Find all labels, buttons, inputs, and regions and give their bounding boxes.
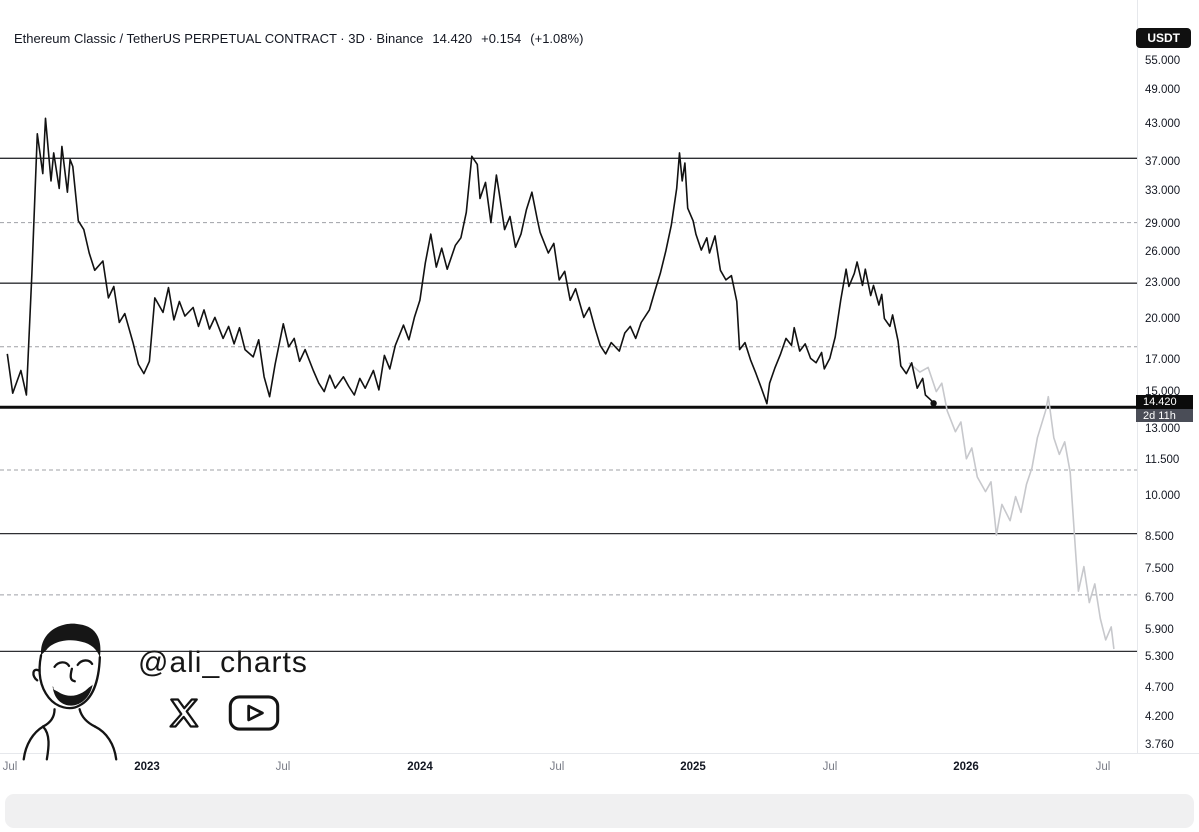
price-tick-label: 11.500 xyxy=(1145,453,1180,466)
time-tick-label: Jul xyxy=(549,761,565,773)
last-price-value: 14.420 xyxy=(432,31,473,46)
time-tick-label: 2024 xyxy=(407,761,433,773)
price-axis[interactable]: 55.000 49.000 43.000 37.000 33.000 29.000 26.0… xyxy=(1137,0,1199,753)
time-tick-label: Jul xyxy=(275,761,291,773)
time-tick-label: 2025 xyxy=(680,761,706,773)
youtube-icon xyxy=(228,695,280,731)
price-tick-label: 8.500 xyxy=(1145,531,1174,544)
price-tick-label: 4.700 xyxy=(1145,682,1174,695)
time-tick-label: 2026 xyxy=(953,761,979,773)
price-tick-label: 4.200 xyxy=(1145,710,1174,723)
bottom-bar xyxy=(5,794,1194,828)
price-change-abs: +0.154 xyxy=(481,31,522,46)
price-tick-label: 20.000 xyxy=(1145,312,1181,325)
price-tick-label: 13.000 xyxy=(1145,422,1181,435)
time-axis[interactable]: Jul 2023 Jul 2024 Jul 2025 Jul 2026 Jul xyxy=(0,753,1199,783)
price-tick-label: 5.300 xyxy=(1145,651,1174,664)
time-tick-label: 2023 xyxy=(134,761,160,773)
price-tick-label: 3.760 xyxy=(1145,739,1174,751)
x-icon xyxy=(169,698,199,728)
price-tick-label: 6.700 xyxy=(1145,591,1174,604)
price-tick-label: 15.000 xyxy=(1145,386,1181,399)
price-tick-label: 17.000 xyxy=(1145,354,1181,367)
price-change-pct: (+1.08%) xyxy=(530,31,584,46)
price-tick-label: 10.000 xyxy=(1145,489,1181,502)
price-tick-label: 26.000 xyxy=(1145,246,1181,258)
time-tick-label: Jul xyxy=(1095,761,1111,773)
symbol-title[interactable]: Ethereum Classic / TetherUS PERPETUAL CO… xyxy=(14,31,424,46)
last-price-label: 14.420 xyxy=(1136,395,1193,409)
bar-countdown: 2d 11h xyxy=(1136,408,1193,423)
price-tick-label: 23.000 xyxy=(1145,277,1181,290)
price-tick-label: 29.000 xyxy=(1145,218,1181,231)
price-tick-label: 7.500 xyxy=(1145,562,1174,575)
price-tick-label: 49.000 xyxy=(1145,84,1181,97)
watermark: @ali_charts xyxy=(16,616,308,762)
artist-face-sketch-icon xyxy=(22,623,118,761)
price-series xyxy=(6,117,935,405)
time-tick-label: Jul xyxy=(2,761,18,773)
last-price-dot xyxy=(930,400,937,407)
time-tick-label: Jul xyxy=(822,761,838,773)
forecast-series xyxy=(908,362,1115,650)
price-tick-label: 43.000 xyxy=(1145,117,1181,130)
price-tick-label: 33.000 xyxy=(1145,185,1181,198)
currency-badge: USDT xyxy=(1136,28,1191,48)
price-tick-label: 5.900 xyxy=(1145,624,1174,637)
chart-header: Ethereum Classic / TetherUS PERPETUAL CO… xyxy=(14,31,583,46)
price-tick-label: 55.000 xyxy=(1145,55,1181,67)
last-price-badge: 14.420 2d 11h xyxy=(1136,395,1193,423)
price-tick-label: 37.000 xyxy=(1145,156,1181,169)
watermark-handle: @ali_charts xyxy=(138,646,308,679)
